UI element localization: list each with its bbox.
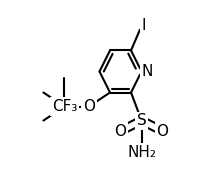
Text: O: O [115,124,126,138]
Text: CF₃: CF₃ [52,99,77,114]
Text: O: O [157,124,169,138]
Text: S: S [137,113,147,128]
Text: N: N [141,64,153,79]
Text: NH₂: NH₂ [127,145,156,160]
Text: I: I [141,18,146,33]
Text: O: O [83,99,95,114]
